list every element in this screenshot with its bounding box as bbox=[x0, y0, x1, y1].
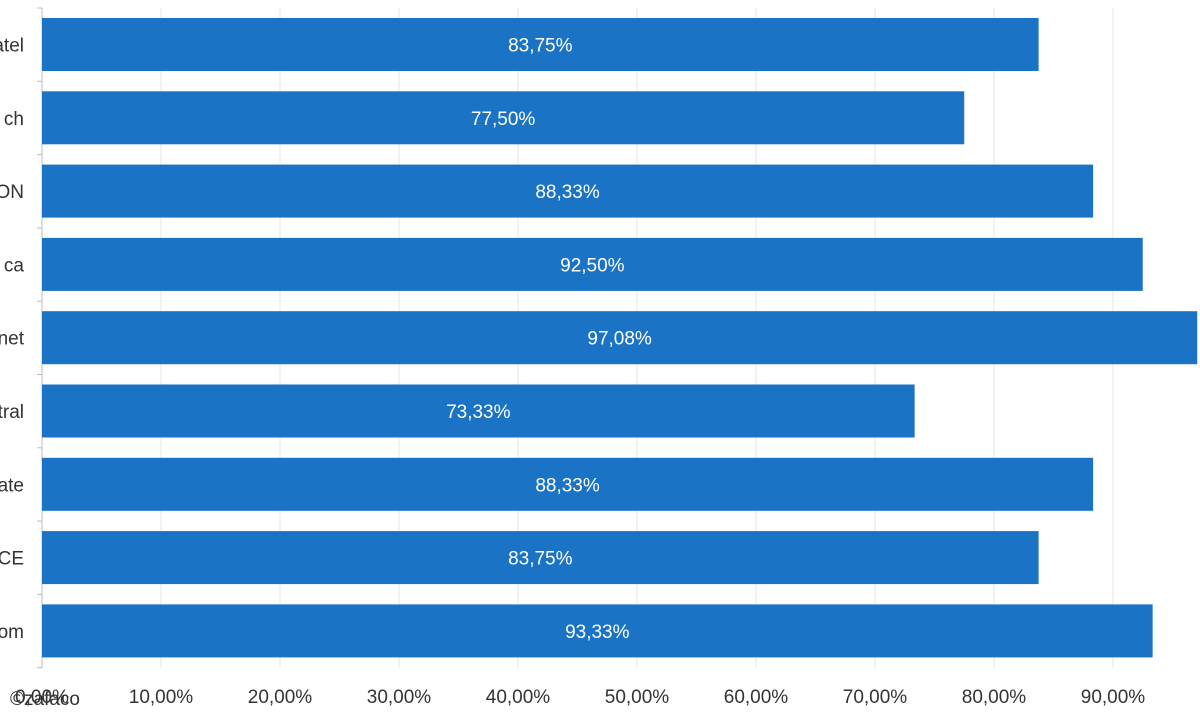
bar-value-label: 97,08% bbox=[587, 329, 652, 350]
bar-value-label: 73,33% bbox=[446, 402, 511, 423]
x-tick-label: 40,00% bbox=[486, 687, 551, 708]
x-tick-label: 30,00% bbox=[367, 687, 432, 708]
category-label: net bbox=[0, 329, 25, 350]
category-label: om bbox=[0, 622, 24, 643]
bar-value-label: 88,33% bbox=[535, 475, 600, 496]
bar-value-label: 88,33% bbox=[535, 182, 600, 203]
category-label: ON bbox=[0, 182, 24, 203]
labels: 0,00% 10,00% 20,00% 30,00% 40,00% 50,00% 60,00… bbox=[0, 36, 1145, 709]
x-tick-label: 60,00% bbox=[724, 687, 789, 708]
x-tick-label: 80,00% bbox=[962, 687, 1027, 708]
x-tick-label: 20,00% bbox=[248, 687, 313, 708]
bar bbox=[42, 18, 1039, 71]
bar bbox=[42, 237, 1143, 291]
bar bbox=[42, 604, 1153, 658]
axes bbox=[37, 7, 43, 669]
bar-value-label: 83,75% bbox=[508, 36, 573, 57]
x-tick-label: 90,00% bbox=[1081, 687, 1146, 708]
bar bbox=[42, 164, 1094, 218]
bar bbox=[42, 91, 965, 145]
bar bbox=[42, 311, 1198, 365]
bar bbox=[42, 531, 1039, 585]
x-tick-label: 10,00% bbox=[129, 687, 194, 708]
x-tick-label: 50,00% bbox=[605, 687, 670, 708]
bar bbox=[42, 457, 1094, 511]
category-label: tral bbox=[0, 402, 24, 423]
category-label: ca bbox=[4, 255, 25, 276]
category-label: ch bbox=[4, 109, 24, 130]
bar-value-label: 93,33% bbox=[565, 622, 630, 643]
bar bbox=[42, 384, 915, 438]
x-tick-label: 70,00% bbox=[843, 687, 908, 708]
bars bbox=[42, 18, 1198, 658]
category-label: atel bbox=[0, 36, 24, 57]
category-label: ate bbox=[0, 475, 24, 496]
bar-value-label: 83,75% bbox=[508, 549, 573, 570]
bar-value-label: 92,50% bbox=[560, 255, 625, 276]
bar-value-label: 77,50% bbox=[471, 109, 536, 130]
x-tick-label: 0,00% bbox=[15, 687, 69, 708]
watermark-text: ©zafaco bbox=[10, 689, 80, 710]
category-label: CE bbox=[0, 549, 24, 570]
